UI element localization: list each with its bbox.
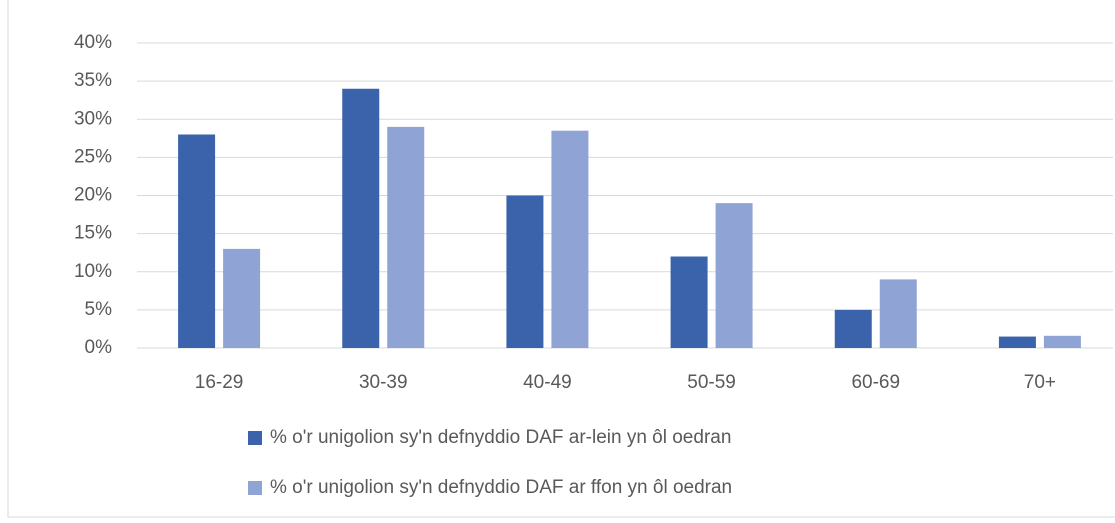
bar bbox=[670, 256, 708, 348]
legend-swatch bbox=[248, 481, 262, 495]
bar bbox=[342, 88, 380, 348]
y-tick-label: 0% bbox=[85, 337, 113, 358]
bar bbox=[1043, 335, 1081, 348]
bar bbox=[506, 195, 544, 348]
legend-label: % o'r unigolion sy'n defnyddio DAF ar-le… bbox=[270, 427, 731, 448]
bar bbox=[387, 126, 425, 348]
x-tick-label: 70+ bbox=[1024, 372, 1056, 393]
legend-swatch bbox=[248, 431, 262, 445]
y-tick-label: 40% bbox=[74, 32, 112, 53]
x-tick-label: 40-49 bbox=[523, 372, 572, 393]
legend-label: % o'r unigolion sy'n defnyddio DAF ar ff… bbox=[270, 477, 732, 498]
bar bbox=[223, 248, 261, 348]
y-tick-label: 15% bbox=[74, 223, 112, 244]
y-tick-label: 35% bbox=[74, 70, 112, 91]
bar bbox=[879, 279, 917, 348]
bar bbox=[998, 336, 1036, 348]
y-tick-label: 25% bbox=[74, 146, 112, 167]
x-tick-label: 16-29 bbox=[195, 372, 244, 393]
bar bbox=[551, 130, 589, 348]
y-tick-label: 5% bbox=[85, 299, 113, 320]
bar bbox=[834, 309, 872, 348]
bar bbox=[715, 203, 753, 348]
bar bbox=[178, 134, 216, 348]
y-tick-label: 20% bbox=[74, 185, 112, 206]
x-tick-label: 50-59 bbox=[687, 372, 736, 393]
x-tick-label: 30-39 bbox=[359, 372, 408, 393]
x-tick-label: 60-69 bbox=[851, 372, 900, 393]
y-tick-label: 30% bbox=[74, 108, 112, 129]
y-tick-label: 10% bbox=[74, 261, 112, 282]
chart-border bbox=[7, 0, 1115, 518]
